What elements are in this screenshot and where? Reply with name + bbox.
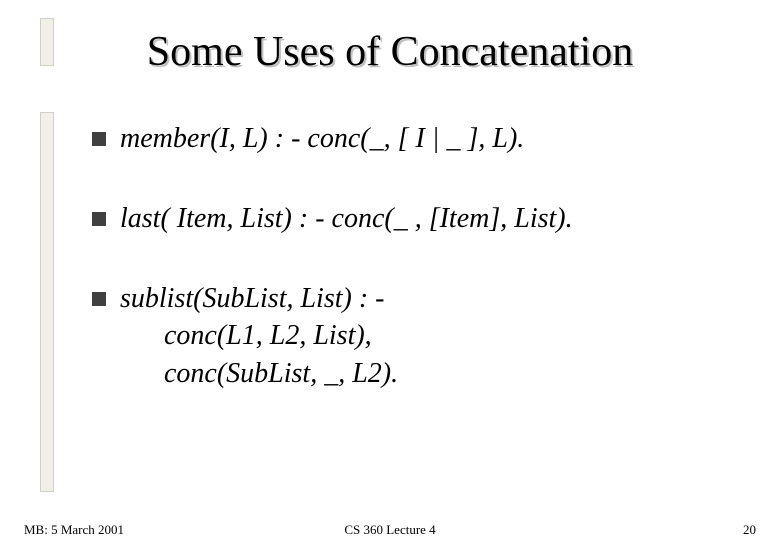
bullet-text: member(I, L) : - conc(_, [ I | _ ], L). (120, 120, 524, 158)
footer-page-number: 20 (743, 522, 756, 538)
bullet-item: sublist(SubList, List) : - conc(L1, L2, … (92, 280, 732, 393)
bullet-line: conc(L1, L2, List), (164, 320, 372, 351)
bullet-item: member(I, L) : - conc(_, [ I | _ ], L). (92, 120, 732, 158)
bullet-marker-icon (92, 212, 106, 226)
footer-course: CS 360 Lecture 4 (0, 522, 780, 538)
bullet-line: member(I, L) : - conc(_, [ I | _ ], L). (120, 123, 524, 154)
decoration-left (40, 112, 54, 492)
bullet-line: conc(SubList, _, L2). (164, 358, 398, 389)
bullet-text: sublist(SubList, List) : - conc(L1, L2, … (120, 280, 398, 393)
bullet-item: last( Item, List) : - conc(_ , [Item], L… (92, 200, 732, 238)
slide-title: Some Uses of Concatenation (0, 28, 780, 76)
bullet-line: sublist(SubList, List) : - (120, 283, 384, 314)
slide-content: member(I, L) : - conc(_, [ I | _ ], L). … (92, 120, 732, 435)
bullet-marker-icon (92, 292, 106, 306)
bullet-line: last( Item, List) : - conc(_ , [Item], L… (120, 203, 573, 234)
bullet-marker-icon (92, 132, 106, 146)
bullet-text: last( Item, List) : - conc(_ , [Item], L… (120, 200, 573, 238)
